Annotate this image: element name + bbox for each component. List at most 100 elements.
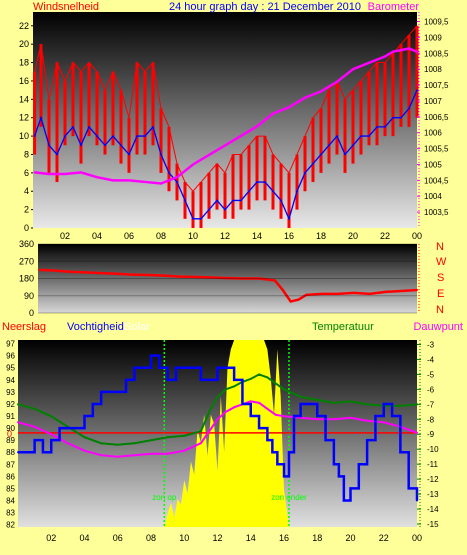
- temperature-point: [166, 436, 169, 439]
- barometer-point: [192, 163, 194, 166]
- temperature-point: [183, 434, 186, 437]
- temperature-tick-label: -3: [427, 340, 435, 349]
- humidity-point: [41, 451, 44, 454]
- humidity-tick-label: 85: [6, 484, 15, 493]
- dewpoint-point: [332, 418, 335, 421]
- temperature-point: [224, 388, 227, 391]
- wind-average-point: [208, 208, 210, 211]
- barometer-point: [208, 153, 210, 156]
- wind-average-point: [304, 172, 306, 174]
- compass-n-bottom: N: [436, 304, 444, 316]
- dewpoint-point: [349, 416, 352, 419]
- wind-direction-point: [84, 271, 87, 274]
- wind-direction-point: [321, 292, 324, 295]
- humidity-point: [166, 378, 169, 381]
- humidity-point: [50, 439, 53, 442]
- humidity-point: [416, 499, 418, 502]
- wind-gust-line: [34, 25, 418, 192]
- sunset-label: zon onder: [271, 493, 307, 502]
- temperature-point: [249, 377, 252, 380]
- wind-direction-point: [384, 290, 387, 293]
- humidity-point: [407, 487, 410, 490]
- wind-average-point: [160, 153, 162, 156]
- wind-x-tick-label: 06: [124, 231, 134, 241]
- temperature-point: [233, 385, 236, 388]
- wind-tick-label: 0: [24, 223, 29, 233]
- temperature-tick-label: -14: [427, 505, 439, 514]
- wind-x-tick-label: 08: [156, 231, 166, 241]
- wind-x-tick-label: 22: [380, 231, 390, 241]
- humidity-point: [366, 439, 369, 442]
- barometer-tick-label: 1007,5: [424, 81, 449, 90]
- wind-average-point: [416, 89, 418, 91]
- dewpoint-point: [258, 401, 261, 404]
- barometer-point: [240, 134, 242, 137]
- dewpoint-point: [33, 425, 36, 428]
- wind-direction-point: [273, 279, 276, 282]
- dewpoint-point: [224, 410, 227, 413]
- wind-average-point: [40, 116, 42, 119]
- barometer-point: [160, 182, 162, 185]
- humidity-x-tick-label: 14: [246, 533, 256, 543]
- temperature-point: [274, 382, 277, 385]
- temperature-point: [216, 395, 219, 398]
- wind-average-point: [336, 135, 338, 137]
- wind-average-point: [408, 107, 410, 110]
- barometer-point: [224, 144, 226, 147]
- temperature-point: [83, 436, 86, 439]
- wind-average-point: [312, 162, 314, 165]
- wind-x-tick-label: 18: [316, 231, 326, 241]
- wind-average-point: [320, 153, 322, 156]
- humidity-point: [216, 366, 219, 369]
- wind-x-tick-label: 20: [348, 231, 358, 241]
- wind-direction-point: [68, 270, 71, 273]
- dewpoint-point: [274, 413, 277, 416]
- humidity-point: [307, 402, 310, 405]
- humidity-point: [141, 366, 144, 369]
- temperature-line: [17, 373, 418, 446]
- barometer-point: [304, 96, 306, 99]
- barometer-point: [408, 47, 410, 50]
- wind-average-point: [152, 126, 154, 128]
- barometer-tick-label: 1005,5: [424, 145, 449, 154]
- humidity-point: [349, 487, 352, 490]
- dewpoint-point: [199, 442, 202, 445]
- temperature-tick-label: -6: [427, 385, 435, 394]
- barometer-point: [336, 80, 338, 83]
- direction-tick-label: 180: [19, 274, 34, 284]
- humidity-point: [266, 439, 269, 442]
- humidity-point: [191, 366, 194, 369]
- humidity-point: [382, 402, 385, 405]
- wind-average-point: [64, 135, 66, 137]
- humidity-point: [283, 475, 285, 478]
- temperature-point: [150, 439, 152, 442]
- barometer-point: [128, 179, 130, 182]
- humidity-x-tick-label: 18: [312, 533, 322, 543]
- barometer-tick-label: 1009,5: [424, 18, 449, 27]
- wind-tick-label: 8: [24, 149, 29, 159]
- humidity-x-tick-label: 08: [146, 533, 156, 543]
- humidity-point: [208, 378, 211, 381]
- dewpoint-point: [299, 416, 302, 419]
- wind-x-tick-label: 02: [60, 231, 70, 241]
- humidity-point: [75, 427, 78, 430]
- barometer-point: [48, 173, 50, 175]
- wind-x-tick-label: 14: [252, 231, 262, 241]
- wind-average-point: [72, 126, 74, 128]
- wind-average-point: [248, 190, 250, 193]
- humidity-point: [249, 415, 252, 418]
- rain-zero-label: 0: [7, 429, 12, 439]
- humidity-point: [299, 402, 302, 405]
- temperature-point: [199, 430, 202, 433]
- barometer-point: [256, 125, 258, 128]
- wind-direction-point: [337, 292, 340, 295]
- barometer-point: [320, 90, 322, 93]
- humidity-point: [224, 366, 227, 369]
- humidity-x-tick-label: 10: [179, 533, 189, 543]
- dewpoint-point: [100, 454, 103, 457]
- humidity-tick-label: 93: [6, 388, 15, 397]
- humidity-x-tick-label: 04: [79, 533, 89, 543]
- wind-direction-point: [289, 300, 292, 303]
- dewpoint-point: [366, 419, 369, 422]
